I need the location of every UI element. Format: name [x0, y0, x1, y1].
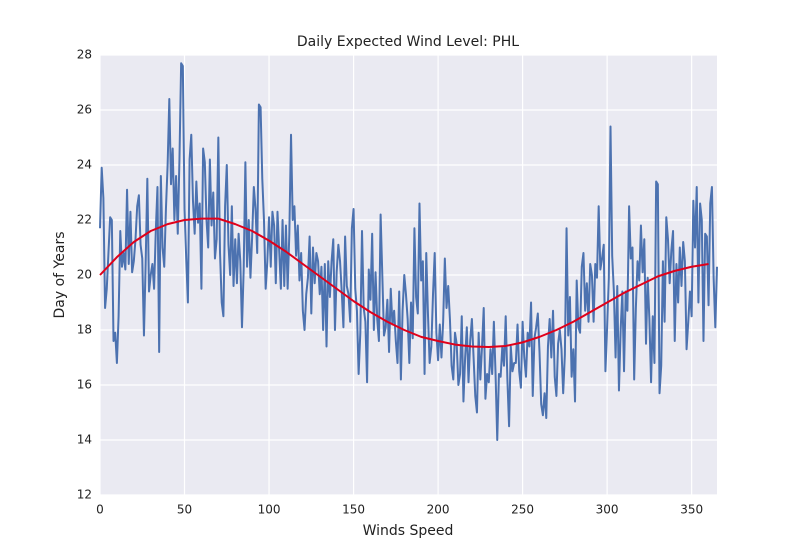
y-tick-label: 28 — [77, 48, 92, 62]
y-tick-label: 18 — [77, 323, 92, 337]
x-tick-label: 200 — [427, 503, 450, 517]
x-tick-label: 300 — [596, 503, 619, 517]
y-tick-label: 20 — [77, 268, 92, 282]
chart-title: Daily Expected Wind Level: PHL — [297, 34, 519, 50]
y-tick-label: 26 — [77, 103, 92, 117]
data-line — [99, 62, 718, 441]
x-tick-label: 250 — [511, 503, 534, 517]
y-tick-label: 22 — [77, 213, 92, 227]
x-tick-label: 150 — [342, 503, 365, 517]
x-tick-label: 100 — [258, 503, 281, 517]
y-tick-label: 24 — [77, 158, 92, 172]
x-axis-label: Winds Speed — [363, 523, 454, 539]
y-axis-label: Day of Years — [52, 232, 68, 319]
y-tick-label: 12 — [77, 488, 92, 502]
y-tick-label: 16 — [77, 378, 92, 392]
data-line — [99, 217, 709, 349]
x-tick-label: 350 — [680, 503, 703, 517]
x-tick-label: 0 — [96, 503, 104, 517]
y-tick-label: 14 — [77, 433, 92, 447]
x-tick-label: 50 — [177, 503, 192, 517]
